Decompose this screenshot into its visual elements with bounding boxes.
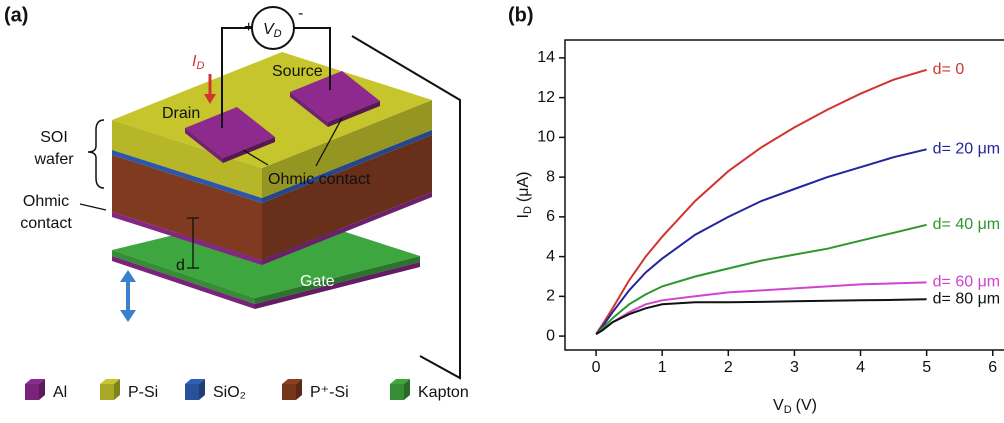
legend-label: Kapton <box>418 384 469 401</box>
minus-sign: - <box>298 5 303 22</box>
y-tick-label: 4 <box>546 248 555 265</box>
current-sub: D <box>196 60 204 72</box>
series-label: d= 40 μm <box>933 216 1000 233</box>
series-label: d= 20 μm <box>933 141 1000 158</box>
series-label: d= 60 μm <box>933 274 1000 291</box>
move-arrowhead <box>120 270 136 282</box>
axis-label-unit: (V) <box>796 397 817 414</box>
series-label: d= 80 μm <box>933 291 1000 308</box>
ohmic-label: Ohmic <box>23 193 69 210</box>
panel-label: (b) <box>508 4 534 26</box>
axis-label-unit: (μA) <box>515 172 532 203</box>
x-tick-label: 1 <box>658 359 667 376</box>
legend-label: P⁺-Si <box>310 384 349 401</box>
axis-label-main: V <box>773 397 784 414</box>
x-tick-label: 6 <box>988 359 997 376</box>
legend-label: P-Si <box>128 384 158 401</box>
figure: (a) (b) + - VD ID Drain Source Ohmic con… <box>0 0 1004 423</box>
brace <box>88 120 104 188</box>
legend-swatch <box>185 384 199 400</box>
source-label: Source <box>272 63 323 80</box>
x-axis-label: VD (V) <box>773 397 817 416</box>
legend-swatch <box>100 384 114 400</box>
y-tick-label: 0 <box>546 327 555 344</box>
y-tick-label: 14 <box>537 49 555 66</box>
ohmic-contact-label: Ohmic contact <box>268 171 371 188</box>
y-tick-label: 12 <box>537 89 555 106</box>
series-label: d= 0 <box>933 61 965 78</box>
x-tick-label: 4 <box>856 359 865 376</box>
y-tick-label: 2 <box>546 288 555 305</box>
soi-label: SOI <box>40 129 68 146</box>
axis-label-sub: D <box>522 206 534 214</box>
legend-label: Al <box>53 384 67 401</box>
x-tick-label: 3 <box>790 359 799 376</box>
legend-label: SiO₂ <box>213 384 246 401</box>
x-tick-label: 0 <box>592 359 601 376</box>
drain-label: Drain <box>162 105 200 122</box>
move-arrowhead <box>120 310 136 322</box>
wafer-label: wafer <box>33 151 74 168</box>
current-label: ID <box>192 53 204 72</box>
legend-swatch <box>282 384 296 400</box>
voltage-sub: D <box>274 28 282 40</box>
panel-label: (a) <box>4 4 28 26</box>
plus-sign: + <box>244 19 253 36</box>
pointer <box>80 204 106 210</box>
contact-label: contact <box>20 215 72 232</box>
series-line <box>596 149 927 334</box>
legend-swatch <box>25 384 39 400</box>
x-tick-label: 2 <box>724 359 733 376</box>
series-line <box>596 225 927 334</box>
d-label: d <box>176 257 185 274</box>
legend-swatch <box>390 384 404 400</box>
y-tick-label: 6 <box>546 208 555 225</box>
legend: Al P-Si SiO₂ P⁺-Si Kapton <box>25 379 469 401</box>
y-tick-label: 8 <box>546 168 555 185</box>
y-axis-label: ID(μA) <box>515 172 534 219</box>
axis-label-sub: D <box>784 404 792 416</box>
gate-label: Gate <box>300 273 335 290</box>
x-tick-label: 5 <box>922 359 931 376</box>
device-diagram <box>80 7 460 378</box>
y-tick-label: 10 <box>537 129 555 146</box>
